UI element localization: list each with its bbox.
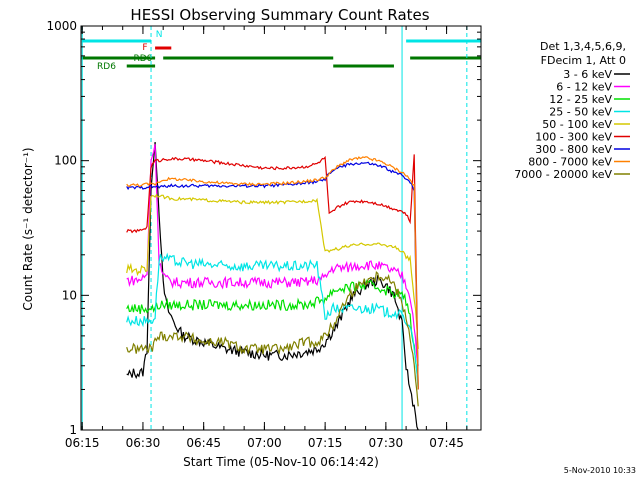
legend-label: 100 - 300 keV	[535, 131, 612, 144]
series-line	[126, 279, 419, 390]
series-line	[126, 271, 419, 407]
series-line	[126, 161, 419, 390]
legend-header-1: Det 1,3,4,5,6,9,	[540, 40, 626, 53]
flag-label-rd6: RD6	[97, 62, 116, 72]
y-tick-label: 100	[54, 154, 77, 168]
legend-label: 12 - 25 keV	[549, 93, 612, 106]
flag-label-rd0: RD0	[133, 54, 152, 64]
legend-label: 7000 - 20000 keV	[514, 168, 612, 181]
legend: Det 1,3,4,5,6,9, FDecim 1, Att 0 3 - 6 k…	[514, 40, 630, 181]
legend-label: 3 - 6 keV	[563, 68, 612, 81]
series-line	[126, 193, 419, 349]
series-line	[126, 156, 419, 390]
y-tick-label: 10	[62, 288, 77, 302]
plot-frame	[80, 25, 482, 431]
chart-title: HESSI Observing Summary Count Rates	[130, 6, 429, 24]
x-tick-label: 07:45	[429, 436, 464, 450]
x-tick-label: 06:30	[126, 436, 161, 450]
axes: 06:15 06:30 06:45 07:00 07:15 07:30 07:45 1 10 10…	[46, 19, 482, 450]
legend-label: 6 - 12 keV	[556, 81, 612, 94]
flag-label-n: N	[156, 30, 163, 40]
flag-label-f: F	[142, 43, 147, 53]
plot-area	[81, 26, 468, 431]
series-line	[126, 144, 419, 366]
legend-label: 800 - 7000 keV	[528, 156, 612, 169]
legend-label: 50 - 100 keV	[542, 118, 612, 131]
x-axis-label: Start Time (05-Nov-10 06:14:42)	[183, 455, 379, 469]
series-line	[126, 252, 419, 390]
y-tick-label: 1000	[46, 19, 77, 33]
x-tick-label: 06:45	[186, 436, 221, 450]
x-tick-label: 07:30	[369, 436, 404, 450]
x-tick-label: 07:15	[308, 436, 343, 450]
legend-label: 300 - 800 keV	[535, 143, 612, 156]
x-tick-label: 06:15	[65, 436, 100, 450]
legend-header-2: FDecim 1, Att 0	[541, 54, 626, 67]
y-axis-label: Count Rate (s⁻¹ detector⁻¹)	[21, 147, 35, 310]
y-tick-label: 1	[69, 423, 77, 437]
series-line	[126, 154, 419, 390]
x-tick-label: 07:00	[247, 436, 282, 450]
legend-label: 25 - 50 keV	[549, 106, 612, 119]
footer-timestamp: 5-Nov-2010 10:33	[564, 466, 636, 475]
